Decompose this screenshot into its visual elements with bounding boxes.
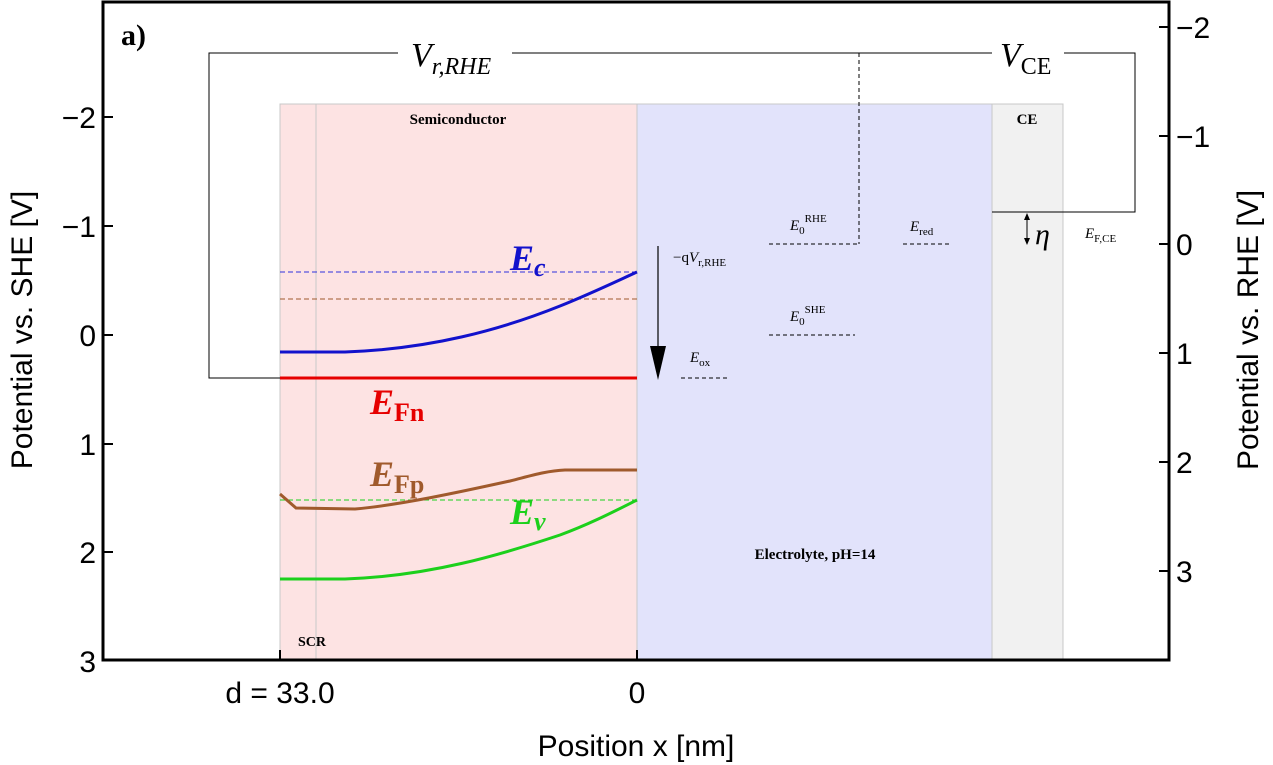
right-tick-label: −1 [1176, 121, 1210, 154]
electrolyte-region [636, 103, 993, 661]
x-axis-ticks [279, 650, 638, 660]
semiconductor-label: Semiconductor [410, 112, 507, 128]
right-tick-label: 1 [1176, 338, 1193, 371]
scr-label: SCR [298, 635, 327, 650]
right-tick-label: −2 [1176, 12, 1210, 45]
ef-ce-label: EF,CE [1084, 226, 1116, 245]
counter-electrode-region [991, 103, 1064, 661]
efn-label: EFn [369, 382, 425, 427]
left-tick-label: −1 [62, 211, 96, 244]
x-tick-label: d = 33.0 [225, 677, 334, 710]
vr-rhe-label: Vr,RHE [411, 37, 491, 80]
conduction-band-curve [280, 270, 638, 354]
ev-label: Ev [509, 492, 546, 536]
e0-she-label: E0SHE [789, 304, 826, 328]
vr-label-gap [398, 40, 512, 66]
left-tick-label: −2 [62, 102, 96, 135]
hole-quasi-fermi-curve [279, 468, 637, 511]
right-axis-ticks [1159, 26, 1169, 572]
efp-label: EFp [369, 454, 424, 499]
x-axis-title: Position x [nm] [538, 730, 735, 763]
e0-rhe-label: E0RHE [789, 213, 827, 237]
eta-arrow-up-head [1024, 213, 1030, 220]
left-axis-ticks [103, 116, 113, 553]
eta-label: η [1035, 218, 1050, 251]
e-red-label: Ered [909, 219, 934, 238]
circuit-wire [208, 52, 1136, 379]
vce-label-gap [992, 40, 1064, 66]
semiconductor-region [279, 103, 638, 661]
e-ox-label: Eox [689, 350, 711, 369]
left-tick-label: 3 [79, 646, 96, 679]
left-axis-title: Potential vs. SHE [V] [6, 191, 39, 469]
right-tick-label: 0 [1176, 229, 1193, 262]
ec-label: Ec [509, 238, 546, 282]
ce-label: CE [1017, 112, 1038, 128]
panel-label: a) [121, 19, 146, 52]
left-tick-label: 2 [79, 537, 96, 570]
bias-arrow-head [650, 346, 666, 380]
electrolyte-label: Electrolyte, pH=14 [755, 547, 876, 563]
left-tick-label: 0 [79, 320, 96, 353]
right-axis-title: Potential vs. RHE [V] [1232, 190, 1265, 470]
right-tick-label: 3 [1176, 556, 1193, 589]
eta-arrow-down-head [1024, 238, 1030, 245]
left-tick-label: 1 [79, 429, 96, 462]
x-tick-label: 0 [629, 677, 646, 710]
right-tick-label: 2 [1176, 447, 1193, 480]
valence-band-curve [280, 498, 638, 581]
neg-q-vr-label: −qVr,RHE [673, 250, 726, 269]
